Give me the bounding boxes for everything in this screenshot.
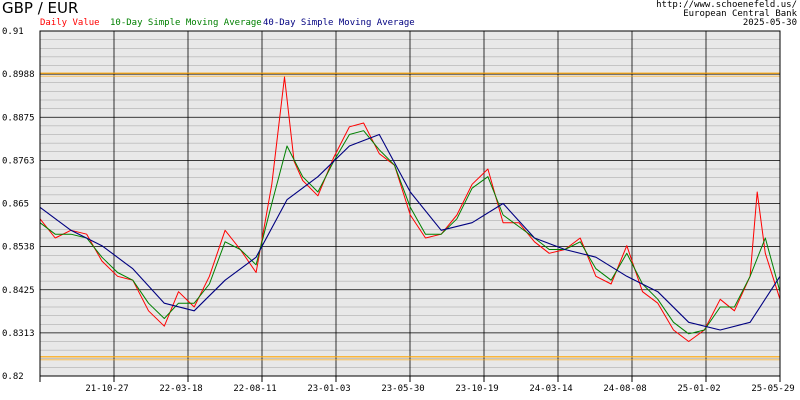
x-tick-label: 24-03-14 [529, 384, 572, 394]
y-tick-label: 0.8538 [2, 243, 35, 253]
x-tick-label: 25-05-29 [751, 384, 794, 394]
series-sma40 [39, 133, 781, 331]
series-sma10 [39, 130, 781, 335]
y-tick-label: 0.8763 [2, 156, 35, 166]
x-tick-label: 22-03-18 [159, 384, 202, 394]
y-tick-label: 0.82 [2, 372, 24, 382]
x-tick-label: 24-08-08 [603, 384, 646, 394]
legend-sma10: 10-Day Simple Moving Average [110, 18, 262, 28]
source-name: European Central Bank [683, 9, 797, 19]
y-tick-label: 0.8313 [2, 329, 35, 339]
x-tick-label: 22-08-11 [233, 384, 276, 394]
legend-sma40: 40-Day Simple Moving Average [263, 18, 415, 28]
series-daily-value [39, 76, 781, 342]
data-series [39, 76, 781, 342]
x-axis-labels: 21-10-27 22-03-18 22-08-11 23-01-03 23-05-30… [85, 384, 794, 394]
reference-bands [40, 72, 780, 361]
x-tick-label: 23-05-30 [381, 384, 424, 394]
legend-daily-value: Daily Value [40, 18, 100, 28]
y-tick-label: 0.8425 [2, 286, 35, 296]
y-tick-label: 0.865 [2, 200, 29, 210]
y-tick-label: 0.8988 [2, 70, 35, 80]
source-url: http://www.schoenefeld.us/ [656, 0, 797, 10]
y-axis-labels: 0.91 0.8988 0.8875 0.8763 0.865 0.8538 0.8425 0… [2, 27, 35, 382]
y-tick-label: 0.8875 [2, 113, 35, 123]
chart-title: GBP / EUR [2, 0, 79, 17]
x-tick-label: 25-01-02 [677, 384, 720, 394]
x-tick-label: 21-10-27 [85, 384, 128, 394]
x-tick-label: 23-01-03 [307, 384, 350, 394]
source-date: 2025-05-30 [742, 18, 797, 28]
y-tick-label: 0.91 [2, 27, 24, 37]
plot-frame [39, 30, 781, 377]
x-tick-label: 23-10-19 [455, 384, 498, 394]
